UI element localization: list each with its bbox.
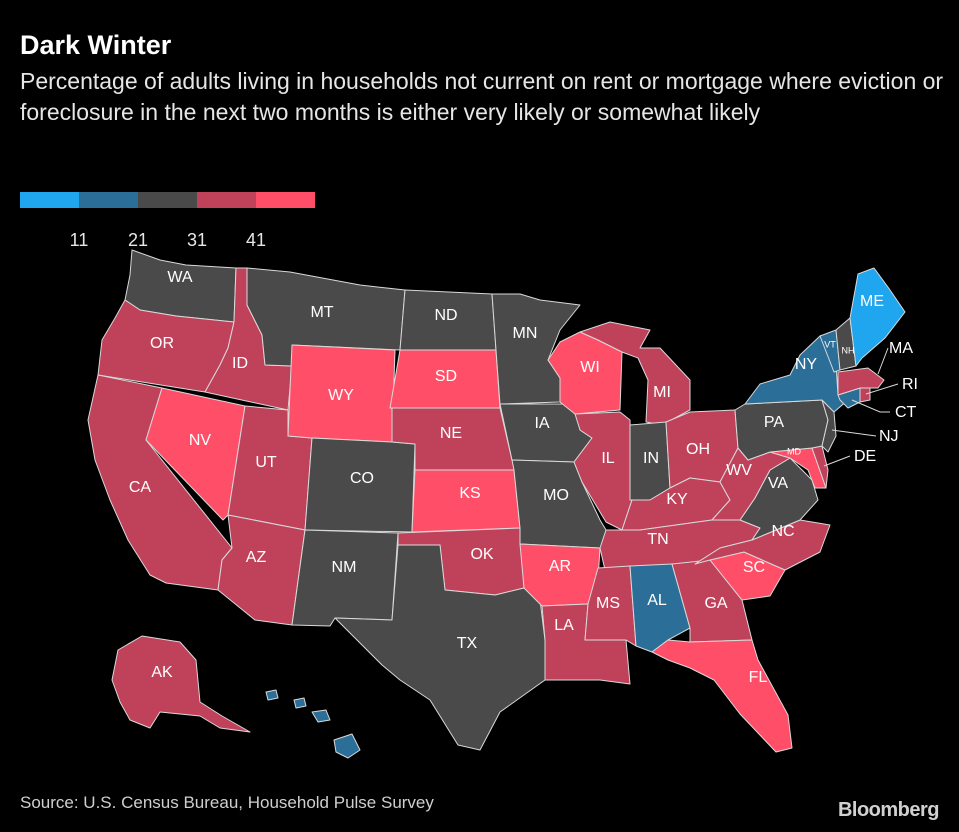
- state-label: CO: [350, 470, 374, 487]
- state-label: NH: [842, 345, 855, 355]
- state-label: MO: [543, 487, 569, 504]
- state-label: WY: [328, 387, 354, 404]
- state-hi[interactable]: [333, 733, 361, 759]
- state-label: UT: [255, 454, 277, 471]
- state-label: AZ: [246, 549, 267, 566]
- state-label: ND: [434, 307, 457, 324]
- state-label: PA: [764, 414, 784, 431]
- state-wi[interactable]: [547, 331, 623, 415]
- legend-swatch-4: [197, 192, 256, 208]
- state-nv[interactable]: [145, 387, 246, 521]
- legend-swatch-3: [138, 192, 197, 208]
- legend-tick: 31: [186, 230, 208, 250]
- state-label: NJ: [879, 428, 899, 445]
- leader-lines: [823, 347, 899, 467]
- legend-ticks: 11 21 31 41: [20, 208, 320, 250]
- state-label: LA: [554, 617, 574, 634]
- state-hi[interactable]: [265, 689, 279, 701]
- state-label: MS: [596, 595, 620, 612]
- state-label: SC: [743, 559, 765, 576]
- state-label: SD: [435, 368, 457, 385]
- state-co[interactable]: [304, 437, 416, 533]
- state-label: MT: [310, 304, 333, 321]
- state-label: KS: [459, 485, 480, 502]
- state-label: TX: [457, 635, 478, 652]
- legend-tick: 21: [127, 230, 149, 250]
- state-label: CT: [895, 404, 917, 421]
- leader-nj: [831, 429, 877, 437]
- state-ri[interactable]: [859, 387, 871, 403]
- state-ak[interactable]: [111, 635, 251, 733]
- legend-swatch-5: [256, 192, 315, 208]
- state-shapes: [87, 249, 906, 759]
- state-il[interactable]: [573, 411, 633, 531]
- state-label: AR: [549, 558, 571, 575]
- state-label: MA: [889, 340, 913, 357]
- leader-de: [823, 455, 851, 467]
- state-label: DE: [854, 448, 876, 465]
- state-label: VA: [768, 475, 788, 492]
- state-nc[interactable]: [694, 519, 831, 571]
- state-label: ME: [860, 293, 884, 310]
- state-nm[interactable]: [291, 529, 399, 627]
- state-label: TN: [647, 531, 668, 548]
- state-label: OK: [470, 546, 493, 563]
- state-hi[interactable]: [311, 709, 331, 723]
- state-ma[interactable]: [837, 367, 885, 396]
- state-label: WA: [167, 269, 193, 286]
- state-label: OR: [150, 335, 174, 352]
- chart-title: Dark Winter: [20, 30, 172, 60]
- state-az[interactable]: [217, 514, 306, 626]
- legend-tick: 41: [245, 230, 267, 250]
- state-label: IN: [643, 450, 659, 467]
- leader-ri: [865, 383, 899, 395]
- state-label: CA: [129, 479, 152, 496]
- legend-swatch-1: [20, 192, 79, 208]
- state-label: NM: [332, 559, 357, 576]
- state-label: AL: [647, 592, 667, 609]
- state-label: FL: [749, 669, 768, 686]
- state-label: RI: [902, 376, 918, 393]
- state-label: NC: [771, 523, 794, 540]
- legend-tick: 11: [69, 230, 89, 250]
- source-note: Source: U.S. Census Bureau, Household Pu…: [20, 793, 434, 812]
- state-label: IA: [534, 415, 549, 432]
- legend-swatch-2: [79, 192, 138, 208]
- leader-ct: [851, 399, 890, 413]
- state-label: NY: [795, 356, 818, 373]
- state-label: WI: [580, 359, 600, 376]
- state-fl[interactable]: [651, 639, 793, 753]
- state-label: VT: [824, 339, 836, 349]
- state-label: MI: [653, 384, 671, 401]
- state-label: MD: [787, 446, 801, 456]
- legend-swatches: [20, 192, 320, 208]
- state-me[interactable]: [849, 267, 906, 367]
- state-tx[interactable]: [334, 544, 546, 751]
- state-label: NV: [189, 432, 212, 449]
- state-label: KY: [666, 491, 688, 508]
- chart-subtitle: Percentage of adults living in household…: [20, 68, 944, 125]
- state-label: OH: [686, 441, 710, 458]
- bloomberg-logo: Bloomberg: [837, 799, 940, 821]
- state-label: WV: [726, 462, 752, 479]
- state-label: AK: [151, 664, 173, 681]
- state-label: ID: [232, 355, 248, 372]
- state-label: IL: [601, 450, 614, 467]
- state-hi[interactable]: [293, 697, 307, 709]
- state-labels: WA OR CA ID NV UT AZ MT WY CO NM ND SD N…: [129, 269, 918, 686]
- color-legend: 11 21 31 41: [20, 192, 320, 250]
- state-label: NE: [440, 425, 462, 442]
- state-label: GA: [704, 595, 727, 612]
- state-label: MN: [513, 325, 538, 342]
- leader-ma: [877, 347, 889, 375]
